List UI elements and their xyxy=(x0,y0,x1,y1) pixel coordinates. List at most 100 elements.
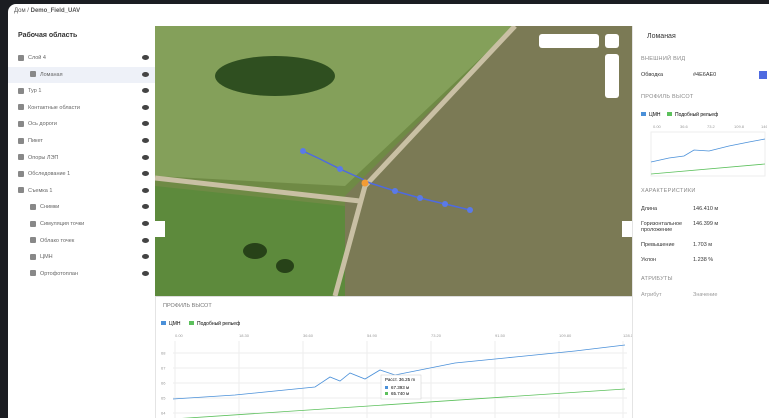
tooltip-text: 67.393 м xyxy=(391,385,409,390)
visibility-toggle[interactable] xyxy=(142,121,149,126)
visibility-toggle[interactable] xyxy=(142,221,149,226)
char-value: 1.238 % xyxy=(693,257,713,263)
tree-row[interactable]: Обследование 1 xyxy=(8,166,155,182)
visibility-toggle[interactable] xyxy=(142,138,149,143)
tooltip-text: Расст. 36.25 m xyxy=(385,377,415,382)
visibility-toggle[interactable] xyxy=(142,254,149,259)
section-heading[interactable]: ПРОФИЛЬ ВЫСОТ xyxy=(641,94,694,100)
tree-label: Опоры ЛЭП xyxy=(28,155,58,161)
tree-label: Ломаная xyxy=(40,72,63,78)
x-tick-label: 146.4 xyxy=(761,124,767,129)
char-label: Уклон xyxy=(641,257,689,263)
visibility-toggle[interactable] xyxy=(142,171,149,176)
tree-label: Обследование 1 xyxy=(28,171,70,177)
y-tick-label: 68 xyxy=(161,351,166,356)
x-tick-label: 18.30 xyxy=(239,333,250,338)
tree-label: Контактные области xyxy=(28,105,80,111)
tree-label: Тур 1 xyxy=(28,88,41,94)
tree-icon xyxy=(30,270,36,276)
tree-row[interactable]: Ось дороги xyxy=(8,116,155,132)
crumb-project[interactable]: Demo_Field_UAV xyxy=(31,8,81,14)
tree-row[interactable]: Съемка 1 xyxy=(8,183,155,199)
char-label: Горизонтальное проложение xyxy=(641,221,689,233)
section-heading[interactable]: ВНЕШНИЙ ВИД xyxy=(641,56,685,62)
panel-title: Рабочая область xyxy=(18,32,77,39)
tree-row[interactable]: Опоры ЛЭП xyxy=(8,150,155,166)
tree-row[interactable]: Контактные области xyxy=(8,100,155,116)
workspace-panel: Рабочая область Слой 4 Ломаная Тур 1 Контак… xyxy=(8,26,156,418)
map[interactable] xyxy=(155,26,632,296)
tree-label: Симуляция точки xyxy=(40,221,84,227)
tree-row[interactable]: Симуляция точки xyxy=(8,216,155,232)
tree-icon xyxy=(30,254,36,260)
visibility-toggle[interactable] xyxy=(142,204,149,209)
tree-icon xyxy=(18,171,24,177)
tree-row[interactable]: Ортофотоплан xyxy=(8,266,155,282)
x-tick-label: 0.00 xyxy=(653,124,662,129)
x-tick-label: 73.2 xyxy=(707,124,716,129)
stroke-value[interactable]: #4E6AE0 xyxy=(693,72,716,78)
x-tick-label: 54.90 xyxy=(367,333,378,338)
details-panel: Ломаная ВНЕШНИЙ ВИД Обводка #4E6AE0 ПРОФ… xyxy=(632,26,769,418)
tree-row[interactable]: Тур 1 xyxy=(8,83,155,99)
visibility-toggle[interactable] xyxy=(142,271,149,276)
char-value: 1.703 м xyxy=(693,242,712,248)
tree-icon xyxy=(30,221,36,227)
visibility-toggle[interactable] xyxy=(142,188,149,193)
mini-profile: ЦМН Подобный рельеф 0.0036.673.2109.8146… xyxy=(639,106,767,178)
tree-icon xyxy=(18,154,24,160)
section-heading[interactable]: АТРИБУТЫ xyxy=(641,276,673,282)
tree-row[interactable]: Облако точек xyxy=(8,233,155,249)
char-label: Длина xyxy=(641,206,689,212)
tree-label: Снимки xyxy=(40,204,59,210)
tree-row[interactable]: Снимки xyxy=(8,199,155,215)
tree-row[interactable]: Пикет xyxy=(8,133,155,149)
tree-label: Пикет xyxy=(28,138,43,144)
legend-label: ЦМН xyxy=(169,321,181,327)
tree-icon xyxy=(30,237,36,243)
x-tick-label: 36.60 xyxy=(303,333,314,338)
tree-row[interactable]: Слой 4 xyxy=(8,50,155,66)
section-heading[interactable]: ХАРАКТЕРИСТИКИ xyxy=(641,188,696,194)
column-header: Атрибут xyxy=(641,292,662,298)
visibility-toggle[interactable] xyxy=(142,105,149,110)
tree-icon xyxy=(18,138,24,144)
column-header: Значение xyxy=(693,292,717,298)
page: Дом / Demo_Field_UAV Рабочая область Сло… xyxy=(0,0,769,418)
tree-label: Слой 4 xyxy=(28,55,46,61)
y-tick-label: 65 xyxy=(161,396,166,401)
char-label: Превышение xyxy=(641,242,689,248)
visibility-toggle[interactable] xyxy=(142,55,149,60)
legend-label: Подобный рельеф xyxy=(197,320,240,327)
visibility-toggle[interactable] xyxy=(142,155,149,160)
y-tick-label: 64 xyxy=(161,411,166,416)
tree-icon xyxy=(18,121,24,127)
tree-label: ЦМН xyxy=(40,254,53,260)
tree-label: Ортофотоплан xyxy=(40,271,78,277)
tooltip-text: 65.740 м xyxy=(391,391,409,396)
app-window: Дом / Demo_Field_UAV Рабочая область Сло… xyxy=(8,4,769,418)
tree-icon xyxy=(30,71,36,77)
tree-icon xyxy=(18,104,24,110)
tree-icon xyxy=(18,55,24,61)
color-swatch[interactable] xyxy=(759,71,767,79)
crumb-home[interactable]: Дом xyxy=(14,8,26,14)
legend-label: Подобный рельеф xyxy=(675,111,718,118)
char-value: 146.410 м xyxy=(693,206,718,212)
details-title: Ломаная xyxy=(647,33,676,40)
tree-label: Съемка 1 xyxy=(28,188,52,194)
tree-row[interactable]: ЦМН xyxy=(8,249,155,265)
x-tick-label: 0.00 xyxy=(175,333,184,338)
x-tick-label: 73.20 xyxy=(431,333,442,338)
legend-label: ЦМН xyxy=(649,112,661,118)
tree-label: Ось дороги xyxy=(28,121,57,127)
visibility-toggle[interactable] xyxy=(142,88,149,93)
y-tick-label: 67 xyxy=(161,366,166,371)
x-tick-label: 36.6 xyxy=(680,124,689,129)
tree-icon xyxy=(30,204,36,210)
tree-row[interactable]: Ломаная xyxy=(8,67,155,83)
visibility-toggle[interactable] xyxy=(142,238,149,243)
visibility-toggle[interactable] xyxy=(142,72,149,77)
x-tick-label: 109.80 xyxy=(559,333,572,338)
